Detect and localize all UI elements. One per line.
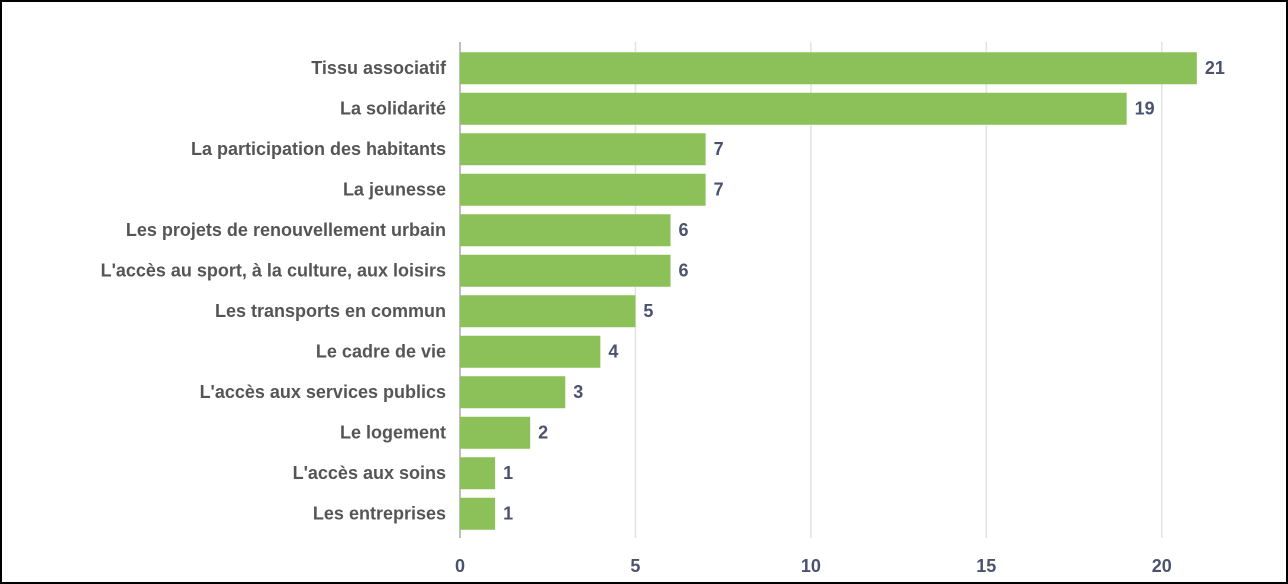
bar	[460, 214, 671, 247]
value-label: 1	[503, 463, 513, 483]
y-tick-label: Les projets de renouvellement urbain	[126, 220, 446, 240]
bar	[460, 497, 496, 530]
y-tick-label: Le logement	[340, 423, 446, 443]
value-label: 3	[573, 382, 583, 402]
bar	[460, 376, 566, 409]
y-tick-label: Le cadre de vie	[316, 342, 446, 362]
y-tick-label: L'accès au sport, à la culture, aux lois…	[101, 261, 446, 281]
value-label: 6	[679, 220, 689, 240]
value-label: 7	[714, 139, 724, 159]
value-label: 6	[679, 261, 689, 281]
bar	[460, 457, 496, 490]
y-tick-label: Les transports en commun	[215, 301, 446, 321]
bar	[460, 52, 1197, 85]
value-label: 5	[643, 301, 653, 321]
y-tick-label: La jeunesse	[343, 180, 446, 200]
bar	[460, 173, 706, 206]
x-tick-label: 15	[976, 556, 996, 576]
x-tick-label: 10	[801, 556, 821, 576]
bar	[460, 295, 636, 328]
x-tick-label: 0	[455, 556, 465, 576]
value-label: 7	[714, 180, 724, 200]
bar	[460, 92, 1127, 125]
bar	[460, 133, 706, 166]
y-tick-label: Tissu associatif	[311, 58, 447, 78]
value-label: 1	[503, 504, 513, 524]
bar	[460, 416, 531, 449]
x-tick-label: 5	[630, 556, 640, 576]
value-label: 2	[538, 423, 548, 443]
value-label: 4	[608, 342, 618, 362]
bar	[460, 254, 671, 287]
value-label: 19	[1135, 99, 1155, 119]
y-tick-label: Les entreprises	[313, 504, 446, 524]
y-tick-label: La participation des habitants	[191, 139, 446, 159]
x-tick-label: 20	[1152, 556, 1172, 576]
bar	[460, 335, 601, 368]
y-tick-label: L'accès aux services publics	[200, 382, 446, 402]
value-label: 21	[1205, 58, 1225, 78]
y-tick-label: L'accès aux soins	[293, 463, 446, 483]
y-tick-label: La solidarité	[340, 99, 446, 119]
